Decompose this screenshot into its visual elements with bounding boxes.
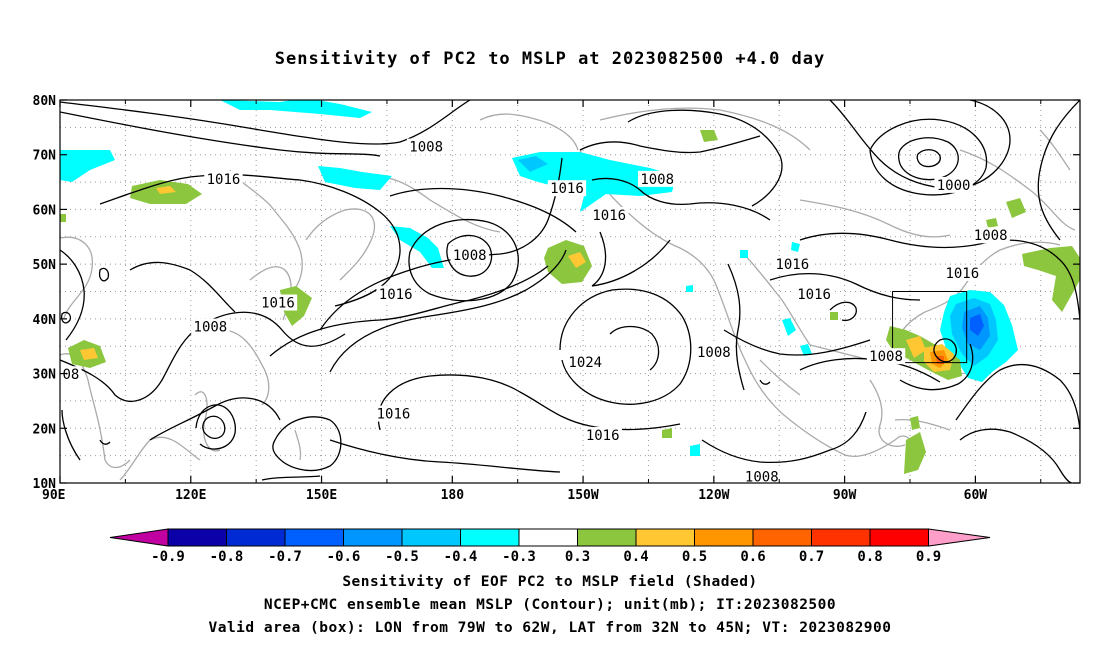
- colorbar-swatch: [518, 528, 578, 547]
- contour-label: 1016: [261, 296, 295, 312]
- colorbar-label: 0.3: [565, 549, 590, 565]
- colorbar-label: -0.4: [444, 549, 478, 565]
- contour-label: 1008: [640, 172, 674, 188]
- contour-label-bg: [742, 468, 781, 483]
- lon-tick-label: 90E: [42, 488, 65, 503]
- colorbar-swatch: [577, 528, 637, 547]
- colorbar-swatch: [694, 528, 754, 547]
- contour-label-bg: [204, 170, 243, 187]
- colorbar-label: -0.3: [502, 549, 536, 565]
- colorbar-label: -0.7: [268, 549, 302, 565]
- colorbar-label: -0.6: [327, 549, 361, 565]
- lat-tick-label: 40N: [33, 313, 57, 328]
- colorbar-label: 0.5: [682, 549, 707, 565]
- contour-label-bg: [637, 170, 677, 187]
- lon-tick-label: 150E: [306, 488, 337, 503]
- colorbar-swatch: [811, 528, 871, 547]
- contour-label-bg: [191, 318, 230, 335]
- contour-label-bg: [406, 138, 446, 155]
- contour-label: 1008: [745, 470, 779, 486]
- contour-label-bg: [590, 206, 629, 223]
- lat-tick-label: 50N: [33, 258, 57, 273]
- colorbar-label: 0.9: [916, 549, 941, 565]
- contour-label: 1008: [194, 320, 228, 336]
- lon-tick-label: 120W: [698, 488, 729, 503]
- colorbar-swatch: [284, 528, 344, 547]
- contour-label: 1008: [453, 248, 487, 264]
- colorbar-swatch: [635, 528, 695, 547]
- contour-label: 1016: [775, 257, 809, 273]
- lon-tick-label: 90W: [833, 488, 857, 503]
- colorbar-swatch: [869, 528, 929, 547]
- colorbar-label: -0.9: [151, 549, 185, 565]
- caption-line-3: Valid area (box): LON from 79W to 62W, L…: [208, 620, 892, 636]
- contour-label: 1024: [568, 355, 602, 371]
- chart-title: Sensitivity of PC2 to MSLP at 2023082500…: [274, 49, 826, 69]
- valid-area-box: [892, 291, 968, 364]
- contour-label-bg: [934, 176, 973, 193]
- colorbar: -0.9 -0.8 -0.7 -0.6 -0.5 -0.4 -0.3 0.3 0.4 0.5 0.6…: [109, 528, 991, 565]
- colorbar-swatch: [460, 528, 520, 547]
- contour-label-bg: [971, 227, 1010, 244]
- contour-label: 1000: [937, 178, 971, 194]
- contour-label-bg: [794, 285, 834, 302]
- contour-labels: 1008 1016 1016 1016 1008 1000 1008 1016 1016 1016…: [60, 138, 1010, 486]
- contour-label: 1008: [409, 140, 443, 156]
- colorbar-label: 0.8: [857, 549, 882, 565]
- contour-label-bg: [943, 264, 982, 281]
- contour-label: 1016: [379, 287, 413, 303]
- contour-label-bg: [694, 343, 734, 360]
- colorbar-swatch: [401, 528, 461, 547]
- lat-tick-label: 30N: [33, 368, 57, 383]
- lat-tick-label: 10N: [33, 477, 57, 492]
- contour-label-bg: [376, 285, 415, 302]
- colorbar-label: -0.5: [385, 549, 419, 565]
- lon-tick-label: 150W: [567, 488, 598, 503]
- colorbar-left-tip: [109, 528, 169, 547]
- contour-label: 1016: [592, 208, 626, 224]
- contour-label-bg: [773, 256, 812, 273]
- sensitivity-shading: [60, 100, 1080, 474]
- colorbar-label: 0.7: [799, 549, 824, 565]
- colorbar-swatch: [167, 528, 227, 547]
- contour-label-bg: [566, 354, 605, 371]
- map-grid: [60, 100, 1080, 483]
- lon-tick-label: 180: [441, 488, 465, 503]
- contour-label-bg: [866, 348, 906, 365]
- contour-label: 1016: [207, 172, 241, 188]
- contour-label-bg: [583, 426, 622, 443]
- lat-tick-label: 60N: [33, 203, 57, 218]
- contour-label: 1016: [550, 181, 584, 197]
- lat-tick-label: 80N: [33, 94, 57, 109]
- lat-tick-label: 20N: [33, 422, 57, 437]
- contour-label-bg: [547, 180, 587, 197]
- lon-tick-label: 120E: [175, 488, 206, 503]
- contour-label: 1016: [797, 287, 831, 303]
- colorbar-right-tip: [928, 528, 991, 547]
- contour-label: 1008: [869, 349, 903, 365]
- colorbar-swatch: [226, 528, 286, 547]
- contour-label: 1016: [377, 407, 411, 423]
- contour-label-bg: [374, 405, 413, 422]
- colorbar-swatch: [343, 528, 403, 547]
- colorbar-label: 0.6: [740, 549, 765, 565]
- contour-label: 1016: [586, 428, 620, 444]
- caption-line-1: Sensitivity of EOF PC2 to MSLP field (Sh…: [342, 574, 758, 590]
- map-frame: [59, 99, 1081, 484]
- contour-label: 1008: [697, 345, 731, 361]
- lat-tick-label: 70N: [33, 149, 57, 164]
- caption-line-2: NCEP+CMC ensemble mean MSLP (Contour); u…: [263, 597, 837, 613]
- colorbar-label: -0.8: [210, 549, 244, 565]
- contour-label: 1008: [974, 228, 1008, 244]
- colorbar-swatch: [752, 528, 812, 547]
- contour-label-bg: [450, 246, 489, 263]
- lon-tick-label: 60W: [964, 488, 988, 503]
- contour-label: 1016: [945, 266, 979, 282]
- colorbar-label: 0.4: [623, 549, 648, 565]
- contour-label-bg: [60, 366, 82, 383]
- contour-label-bg: [258, 294, 298, 311]
- contour-label: 08: [62, 367, 79, 383]
